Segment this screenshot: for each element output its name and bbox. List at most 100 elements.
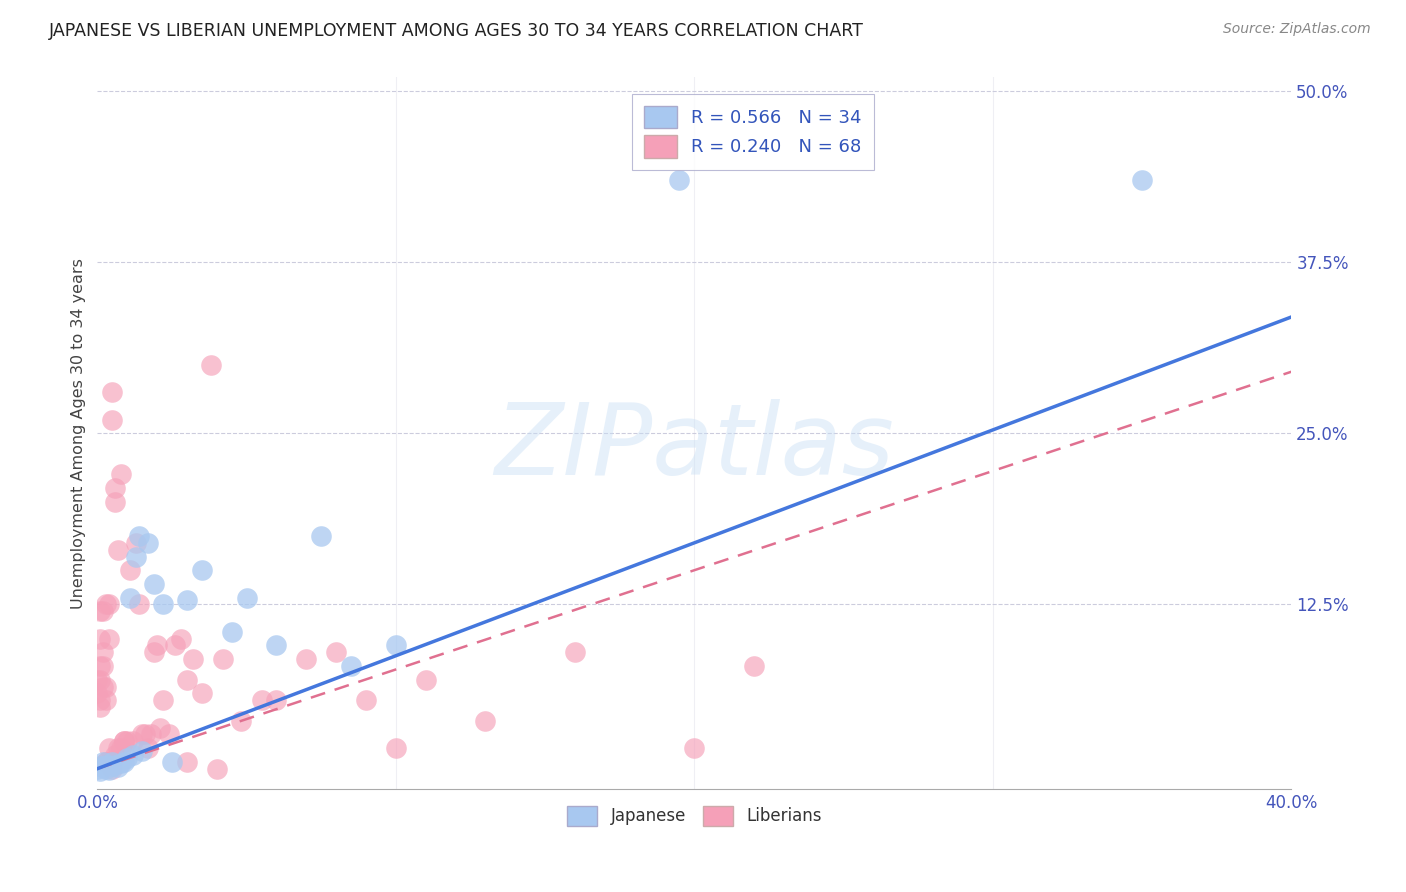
Point xyxy=(146,639,169,653)
Point xyxy=(250,693,273,707)
Point xyxy=(86,762,108,776)
Point xyxy=(229,714,252,728)
Point xyxy=(89,693,111,707)
Point xyxy=(191,563,214,577)
Point xyxy=(742,659,765,673)
Point xyxy=(160,755,183,769)
Point xyxy=(134,727,156,741)
Point xyxy=(1130,173,1153,187)
Point xyxy=(96,755,118,769)
Point xyxy=(86,673,108,687)
Point xyxy=(136,536,159,550)
Point xyxy=(309,529,332,543)
Point xyxy=(91,760,114,774)
Point xyxy=(143,577,166,591)
Point xyxy=(98,632,121,646)
Point xyxy=(89,673,111,687)
Point xyxy=(211,652,233,666)
Point xyxy=(101,755,124,769)
Point xyxy=(101,385,124,400)
Point xyxy=(176,755,198,769)
Point xyxy=(131,727,153,741)
Point xyxy=(110,741,132,756)
Point xyxy=(96,693,118,707)
Point xyxy=(104,495,127,509)
Point xyxy=(340,659,363,673)
Point xyxy=(295,652,318,666)
Point xyxy=(89,764,111,779)
Point xyxy=(131,744,153,758)
Point xyxy=(176,593,198,607)
Point xyxy=(266,693,288,707)
Point xyxy=(474,714,496,728)
Point xyxy=(235,591,257,605)
Point xyxy=(564,645,586,659)
Point xyxy=(107,542,129,557)
Point xyxy=(98,598,121,612)
Point xyxy=(89,604,111,618)
Point xyxy=(91,755,114,769)
Point xyxy=(122,734,145,748)
Point xyxy=(385,639,408,653)
Point xyxy=(104,757,127,772)
Point xyxy=(112,734,135,748)
Point xyxy=(86,686,108,700)
Point xyxy=(96,598,118,612)
Text: ZIPatlas: ZIPatlas xyxy=(495,399,894,496)
Point xyxy=(152,598,174,612)
Point xyxy=(325,645,347,659)
Point xyxy=(104,747,127,762)
Point xyxy=(110,756,132,771)
Point xyxy=(136,741,159,756)
Y-axis label: Unemployment Among Ages 30 to 34 years: Unemployment Among Ages 30 to 34 years xyxy=(72,258,86,608)
Point xyxy=(266,639,288,653)
Point xyxy=(91,680,114,694)
Point xyxy=(101,762,124,776)
Point xyxy=(354,693,377,707)
Point xyxy=(125,536,148,550)
Point xyxy=(91,604,114,618)
Point xyxy=(89,759,111,773)
Point xyxy=(200,358,222,372)
Point xyxy=(107,760,129,774)
Point xyxy=(96,680,118,694)
Point xyxy=(668,173,690,187)
Point xyxy=(128,598,150,612)
Point xyxy=(115,734,138,748)
Point xyxy=(98,741,121,756)
Point xyxy=(104,481,127,495)
Point xyxy=(122,747,145,762)
Point xyxy=(152,693,174,707)
Point xyxy=(101,412,124,426)
Point xyxy=(120,591,142,605)
Point xyxy=(181,652,204,666)
Point xyxy=(91,645,114,659)
Point xyxy=(170,632,193,646)
Point xyxy=(176,673,198,687)
Point xyxy=(128,529,150,543)
Point xyxy=(89,659,111,673)
Point xyxy=(125,549,148,564)
Point xyxy=(191,686,214,700)
Point xyxy=(120,563,142,577)
Point xyxy=(385,741,408,756)
Text: JAPANESE VS LIBERIAN UNEMPLOYMENT AMONG AGES 30 TO 34 YEARS CORRELATION CHART: JAPANESE VS LIBERIAN UNEMPLOYMENT AMONG … xyxy=(49,22,865,40)
Point xyxy=(221,624,243,639)
Point xyxy=(96,762,118,776)
Point xyxy=(91,659,114,673)
Legend: Japanese, Liberians: Japanese, Liberians xyxy=(560,797,830,834)
Point xyxy=(101,759,124,773)
Point xyxy=(139,727,162,741)
Point xyxy=(157,727,180,741)
Point xyxy=(98,763,121,777)
Point xyxy=(107,741,129,756)
Point xyxy=(683,741,706,756)
Point xyxy=(205,762,228,776)
Point xyxy=(96,755,118,769)
Point xyxy=(115,750,138,764)
Point xyxy=(163,639,186,653)
Point xyxy=(110,467,132,482)
Point xyxy=(89,700,111,714)
Point xyxy=(149,721,172,735)
Point xyxy=(112,755,135,769)
